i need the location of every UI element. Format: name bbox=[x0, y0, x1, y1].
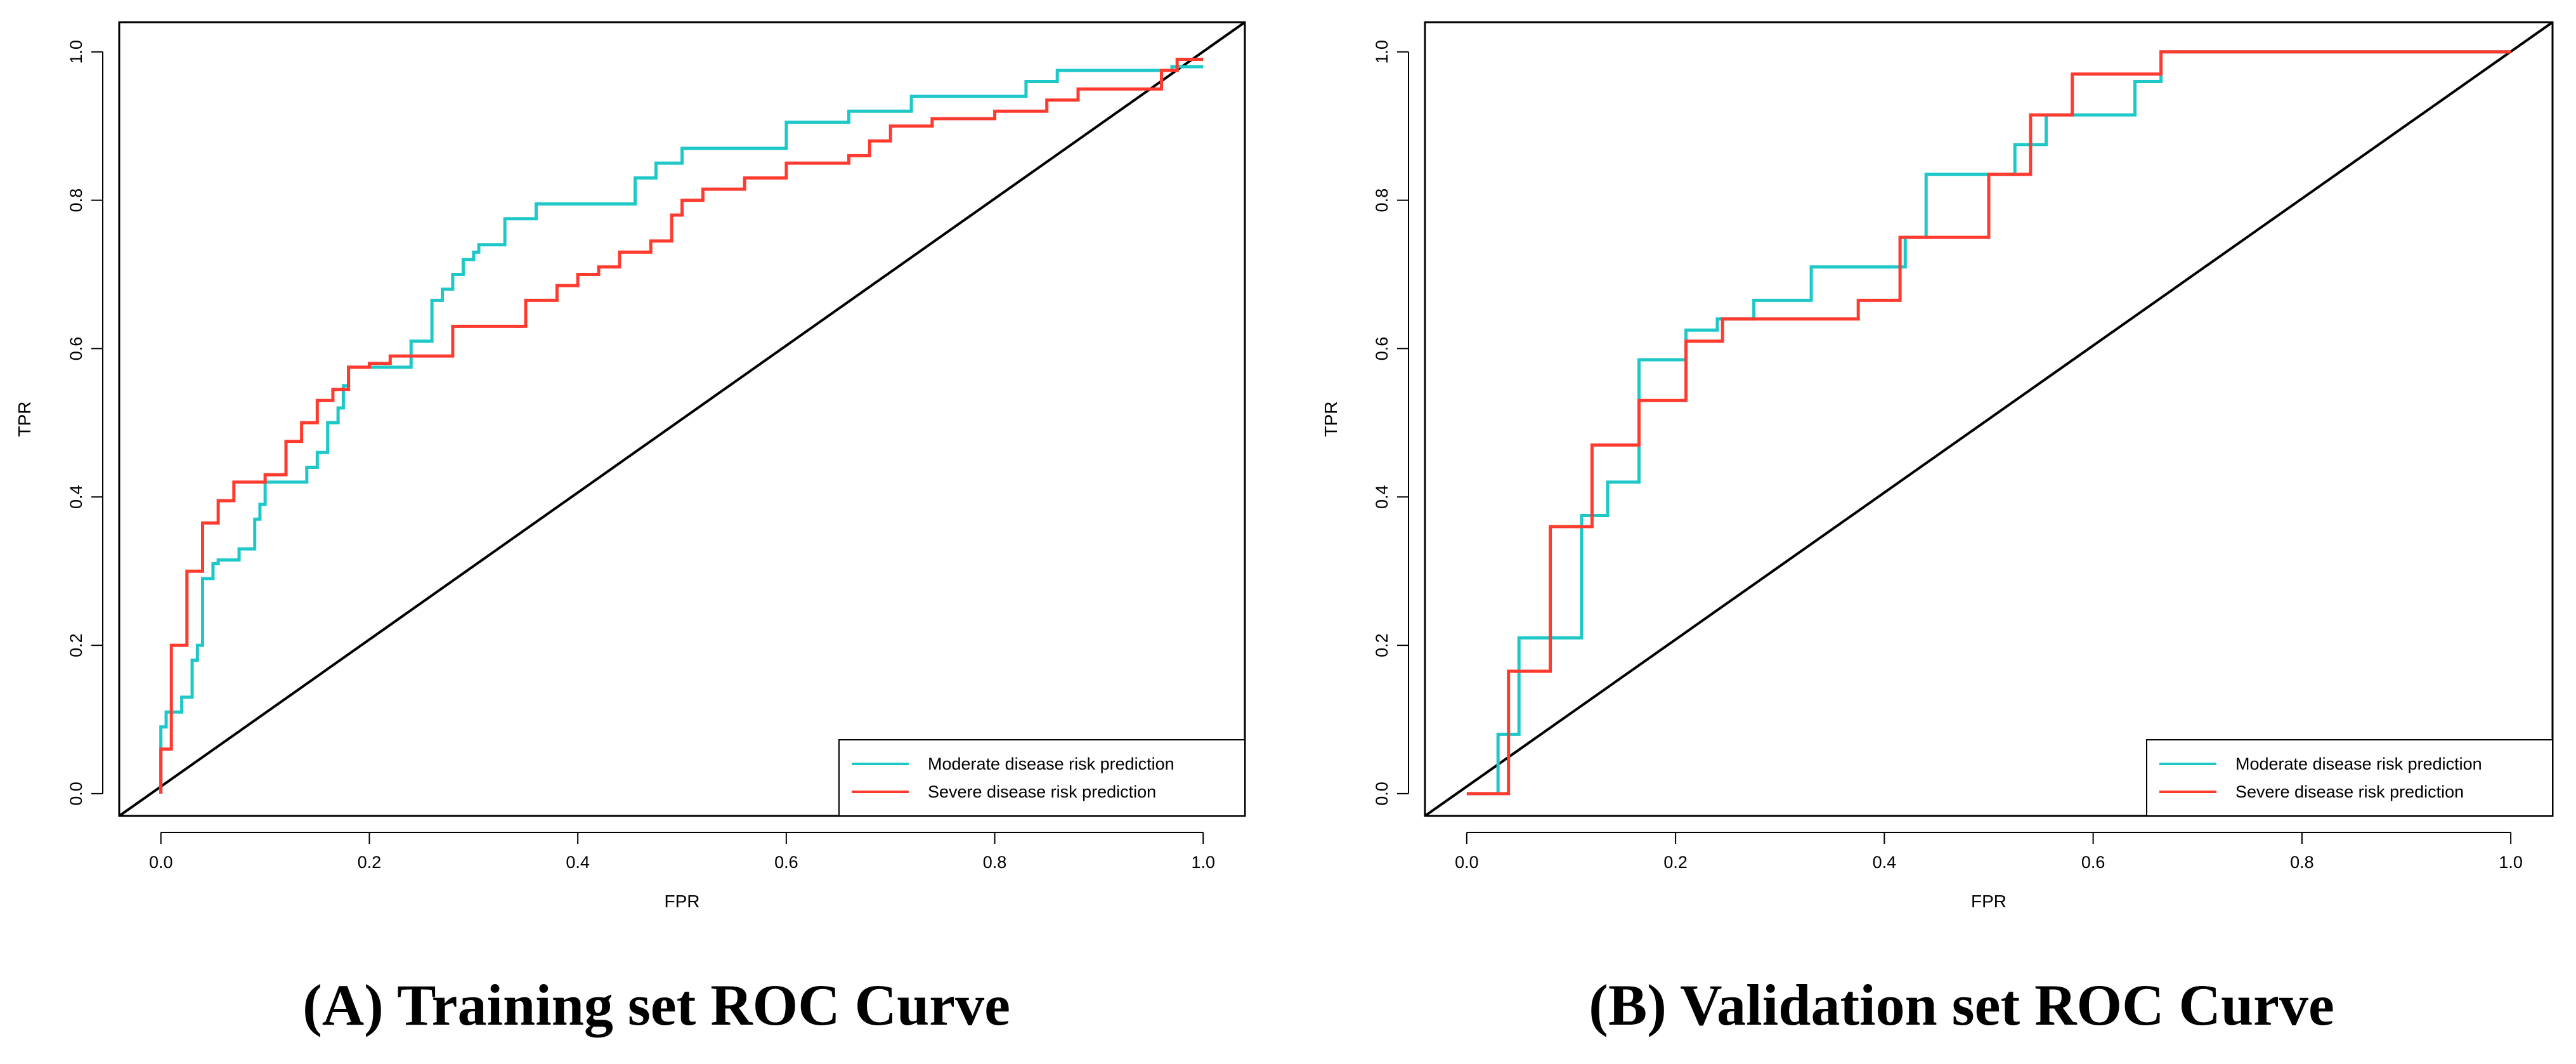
reference-diagonal bbox=[118, 21, 1246, 817]
panel-caption: (A) Training set ROC Curve bbox=[302, 973, 1010, 1037]
legend-label-moderate: Moderate disease risk prediction bbox=[928, 754, 1174, 773]
validation-roc-panel: 0.0 0.2 0.4 0.6 0.8 1.0 0.0 0.2 0.4 0.6 0.8 1.0 FP… bbox=[1321, 21, 2554, 1037]
reference-diagonal bbox=[1424, 21, 2554, 817]
x-axis: 0.0 0.2 0.4 0.6 0.8 1.0 bbox=[1455, 832, 2523, 872]
plot-area bbox=[118, 21, 1246, 817]
y-tick-label: 1.0 bbox=[1372, 40, 1391, 64]
x-tick-label: 0.6 bbox=[774, 853, 798, 872]
y-tick-label: 0.8 bbox=[67, 188, 86, 213]
y-tick-label: 0.6 bbox=[1372, 337, 1391, 361]
x-tick-label: 1.0 bbox=[2499, 853, 2523, 872]
legend: Moderate disease risk prediction Severe … bbox=[2146, 739, 2553, 817]
x-axis: 0.0 0.2 0.4 0.6 0.8 1.0 bbox=[149, 832, 1215, 872]
x-tick-label: 0.4 bbox=[1873, 853, 1897, 872]
y-tick-label: 0.0 bbox=[1372, 782, 1391, 806]
y-axis-label: TPR bbox=[15, 402, 34, 437]
y-axis: 0.0 0.2 0.4 0.6 0.8 1.0 bbox=[1372, 40, 1409, 806]
x-tick-label: 0.8 bbox=[2290, 853, 2314, 872]
legend-label-severe: Severe disease risk prediction bbox=[928, 782, 1156, 801]
plot-frame bbox=[118, 21, 1246, 817]
x-axis-label: FPR bbox=[1971, 891, 2007, 911]
y-tick-label: 1.0 bbox=[67, 40, 86, 64]
x-tick-label: 0.6 bbox=[2081, 853, 2105, 872]
legend: Moderate disease risk prediction Severe … bbox=[838, 739, 1246, 817]
y-axis-label: TPR bbox=[1321, 402, 1341, 437]
plot-area bbox=[1424, 21, 2554, 817]
x-tick-label: 0.2 bbox=[1663, 853, 1688, 872]
y-tick-label: 0.0 bbox=[67, 782, 86, 806]
legend-label-moderate: Moderate disease risk prediction bbox=[2235, 754, 2482, 773]
x-tick-label: 1.0 bbox=[1191, 853, 1215, 872]
x-tick-label: 0.0 bbox=[149, 853, 173, 872]
x-tick-label: 0.4 bbox=[566, 853, 590, 872]
plot-frame bbox=[1424, 21, 2554, 817]
panel-caption: (B) Validation set ROC Curve bbox=[1589, 973, 2334, 1037]
y-tick-label: 0.4 bbox=[1372, 485, 1391, 509]
y-tick-label: 0.6 bbox=[67, 337, 86, 361]
legend-box bbox=[2146, 739, 2553, 817]
y-tick-label: 0.4 bbox=[67, 485, 86, 509]
y-tick-label: 0.8 bbox=[1372, 188, 1391, 213]
y-tick-label: 0.2 bbox=[67, 633, 86, 657]
x-tick-label: 0.0 bbox=[1455, 853, 1479, 872]
roc-curve-moderate bbox=[159, 65, 1204, 794]
roc-curve-severe bbox=[159, 58, 1204, 794]
x-tick-label: 0.8 bbox=[983, 853, 1007, 872]
y-axis: 0.0 0.2 0.4 0.6 0.8 1.0 bbox=[67, 40, 103, 806]
roc-curve-severe bbox=[1466, 50, 2511, 796]
y-tick-label: 0.2 bbox=[1372, 633, 1391, 657]
x-axis-label: FPR bbox=[665, 891, 700, 911]
training-roc-panel: 0.0 0.2 0.4 0.6 0.8 1.0 0.0 0.2 0.4 0.6 0.8 1.0 FP… bbox=[15, 21, 1246, 1037]
x-tick-label: 0.2 bbox=[358, 853, 382, 872]
roc-curve-moderate bbox=[1466, 50, 2511, 796]
legend-box bbox=[838, 739, 1246, 817]
legend-label-severe: Severe disease risk prediction bbox=[2235, 782, 2464, 801]
